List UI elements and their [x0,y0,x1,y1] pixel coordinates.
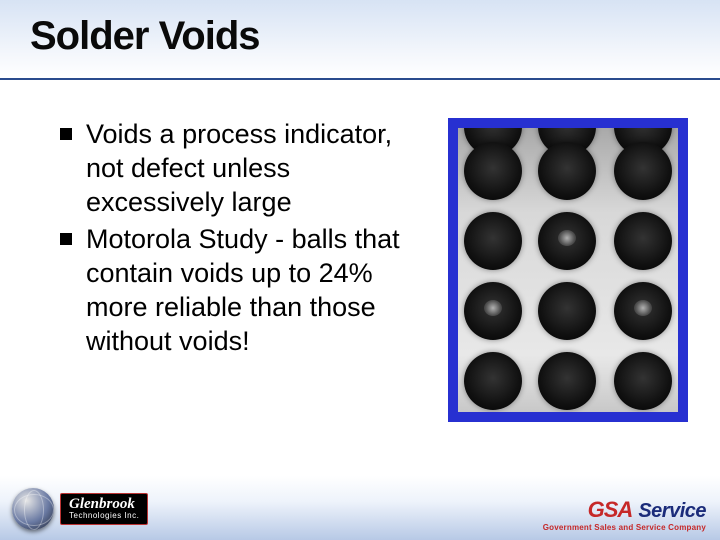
globe-icon [12,488,54,530]
bullet-text: Voids a process indicator, not defect un… [86,118,420,219]
glenbrook-logo: Glenbrook Technologies Inc. [12,488,148,530]
glenbrook-line1: Glenbrook [69,497,139,512]
slide: Solder Voids Voids a process indicator, … [0,0,720,540]
gsa-main: GSA [588,497,633,523]
solder-ball [538,352,596,410]
title-underline [0,78,720,80]
slide-title: Solder Voids [30,14,260,59]
glenbrook-line2: Technologies Inc. [69,512,139,520]
glenbrook-badge: Glenbrook Technologies Inc. [60,493,148,525]
gsa-service: Service [638,500,706,523]
solder-ball [464,212,522,270]
solder-ball [538,212,596,270]
solder-ball [538,142,596,200]
solder-ball [614,142,672,200]
gsa-logo: GSA Service Government Sales and Service… [543,497,706,532]
bullet-text: Motorola Study - balls that contain void… [86,223,420,358]
xray-image [458,128,678,412]
bullet-item: Motorola Study - balls that contain void… [60,223,420,358]
solder-ball [614,212,672,270]
body-text: Voids a process indicator, not defect un… [60,118,420,362]
solder-ball [464,352,522,410]
solder-ball [464,282,522,340]
xray-figure-frame [448,118,688,422]
solder-ball [614,282,672,340]
gsa-subtitle: Government Sales and Service Company [543,523,706,532]
solder-ball [538,282,596,340]
solder-ball [614,352,672,410]
bullet-item: Voids a process indicator, not defect un… [60,118,420,219]
bullet-marker-icon [60,233,72,245]
bullet-marker-icon [60,128,72,140]
solder-ball [464,142,522,200]
